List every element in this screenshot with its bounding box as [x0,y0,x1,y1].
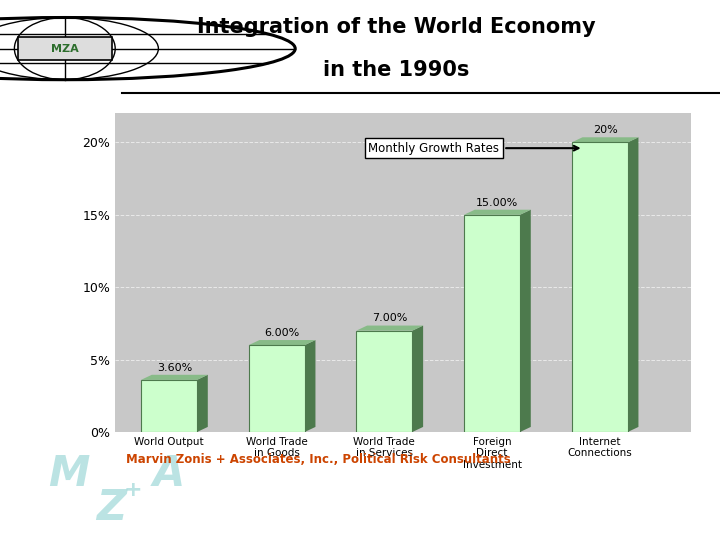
Text: A: A [153,453,185,495]
Text: Integration of the World Economy: Integration of the World Economy [197,17,595,37]
Polygon shape [141,375,208,380]
Text: 6.00%: 6.00% [264,328,300,338]
Bar [141,380,197,432]
Polygon shape [413,326,423,432]
Text: M: M [48,453,89,495]
Text: Z: Z [96,487,127,529]
Text: 7.00%: 7.00% [372,313,408,323]
Polygon shape [305,340,315,432]
Text: MZA: MZA [51,44,78,53]
Text: 3.60%: 3.60% [157,363,192,373]
Polygon shape [197,375,208,432]
Text: 15.00%: 15.00% [477,198,518,207]
Bar [572,143,628,432]
Polygon shape [248,340,315,345]
Polygon shape [572,137,639,143]
Text: Marvin Zonis + Associates, Inc., Political Risk Consultants: Marvin Zonis + Associates, Inc., Politic… [126,453,510,465]
Polygon shape [356,326,423,330]
Polygon shape [464,210,531,215]
Polygon shape [628,137,639,432]
Bar [356,330,413,432]
Polygon shape [520,210,531,432]
Text: in the 1990s: in the 1990s [323,60,469,80]
Text: 20%: 20% [593,125,618,135]
Text: Monthly Growth Rates: Monthly Growth Rates [368,141,578,154]
FancyBboxPatch shape [18,37,112,60]
Text: +: + [124,480,143,500]
Bar [248,345,305,432]
Bar [464,215,520,432]
